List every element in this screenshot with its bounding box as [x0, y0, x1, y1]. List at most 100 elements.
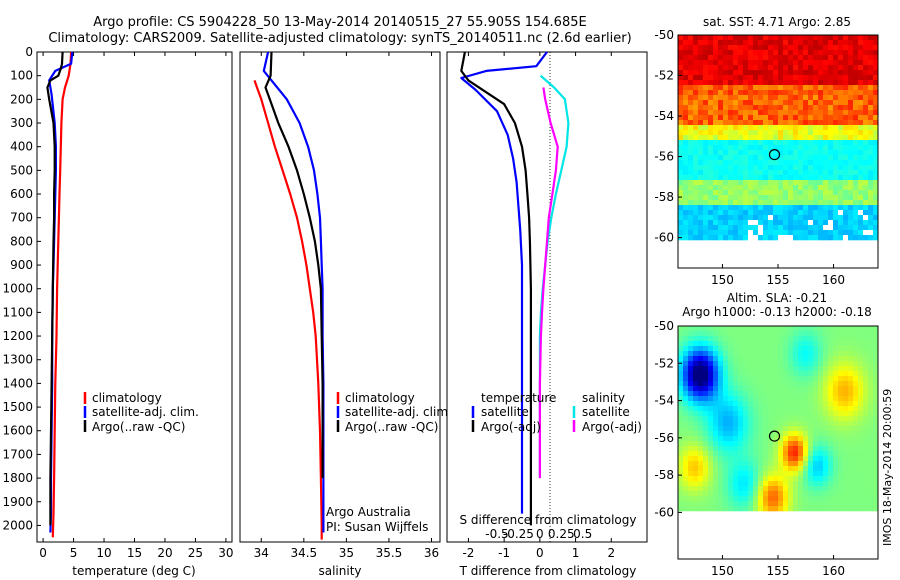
heatmap-cell: [818, 331, 824, 337]
heatmap-cell: [788, 336, 794, 342]
heatmap-cell: [698, 175, 704, 181]
heatmap-cell: [728, 75, 734, 81]
heatmap-cell: [863, 336, 869, 342]
heatmap-cell: [768, 506, 774, 512]
heatmap-cell: [733, 70, 739, 76]
heatmap-cell: [683, 456, 689, 462]
heatmap-cell: [783, 210, 789, 216]
heatmap-cell: [708, 155, 714, 161]
heatmap-cell: [753, 351, 759, 357]
heatmap-cell: [863, 326, 869, 332]
heatmap-cell: [848, 180, 854, 186]
heatmap-cell: [703, 70, 709, 76]
heatmap-cell: [708, 346, 714, 352]
heatmap-cell: [828, 506, 834, 512]
heatmap-cell: [863, 235, 869, 241]
heatmap-cell: [733, 220, 739, 226]
heatmap-cell: [678, 491, 684, 497]
heatmap-cell: [678, 150, 684, 156]
heatmap-cell: [818, 140, 824, 146]
heatmap-cell: [818, 230, 824, 236]
heatmap-cell: [758, 376, 764, 382]
heatmap-cell: [773, 391, 779, 397]
heatmap-cell: [703, 115, 709, 121]
heatmap-cell: [733, 466, 739, 472]
heatmap-cell: [793, 35, 799, 41]
heatmap-cell: [863, 230, 869, 236]
heatmap-cell: [803, 170, 809, 176]
heatmap-cell: [853, 190, 859, 196]
heatmap-cell: [798, 346, 804, 352]
heatmap-cell: [728, 145, 734, 151]
heatmap-cell: [723, 356, 729, 362]
heatmap-cell: [868, 331, 874, 337]
heatmap-cell: [788, 466, 794, 472]
x-tick-label: 35: [339, 546, 354, 560]
heatmap-cell: [788, 125, 794, 131]
heatmap-cell: [858, 421, 864, 427]
heatmap-cell: [858, 175, 864, 181]
heatmap-cell: [848, 441, 854, 447]
heatmap-cell: [848, 190, 854, 196]
heatmap-cell: [808, 436, 814, 442]
heatmap-cell: [823, 371, 829, 377]
heatmap-cell: [758, 461, 764, 467]
heatmap-cell: [863, 205, 869, 211]
heatmap-cell: [783, 40, 789, 46]
heatmap-cell: [743, 140, 749, 146]
heatmap-cell: [733, 180, 739, 186]
heatmap-cell: [713, 185, 719, 191]
heatmap-cell: [758, 486, 764, 492]
heatmap-cell: [703, 446, 709, 452]
heatmap-cell: [718, 411, 724, 417]
heatmap-cell: [728, 235, 734, 241]
heatmap-cell: [693, 486, 699, 492]
heatmap-cell: [808, 55, 814, 61]
heatmap-cell: [848, 346, 854, 352]
heatmap-cell: [723, 55, 729, 61]
heatmap-cell: [713, 220, 719, 226]
heatmap-cell: [768, 466, 774, 472]
heatmap-cell: [838, 35, 844, 41]
x-top-tick-label: -0.5: [485, 527, 508, 541]
heatmap-cell: [708, 356, 714, 362]
heatmap-cell: [693, 165, 699, 171]
heatmap-cell: [743, 466, 749, 472]
heatmap-cell: [823, 361, 829, 367]
heatmap-cell: [788, 451, 794, 457]
heatmap-cell: [708, 200, 714, 206]
heatmap-cell: [748, 215, 754, 221]
heatmap-cell: [753, 160, 759, 166]
heatmap-cell: [868, 195, 874, 201]
heatmap-cell: [803, 431, 809, 437]
heatmap-cell: [803, 50, 809, 56]
heatmap-cell: [723, 80, 729, 86]
heatmap-cell: [843, 50, 849, 56]
heatmap-cell: [798, 60, 804, 66]
heatmap-cell: [858, 476, 864, 482]
heatmap-cell: [793, 451, 799, 457]
heatmap-cell: [798, 431, 804, 437]
heatmap-cell: [823, 331, 829, 337]
heatmap-cell: [693, 336, 699, 342]
heatmap-cell: [823, 406, 829, 412]
heatmap-cell: [798, 406, 804, 412]
heatmap-cell: [743, 180, 749, 186]
heatmap-cell: [808, 376, 814, 382]
heatmap-cell: [708, 436, 714, 442]
heatmap-cell: [833, 496, 839, 502]
heatmap-cell: [868, 230, 874, 236]
heatmap-cell: [833, 421, 839, 427]
heatmap-cell: [703, 496, 709, 502]
heatmap-cell: [803, 55, 809, 61]
heatmap-cell: [783, 481, 789, 487]
heatmap-cell: [758, 426, 764, 432]
heatmap-cell: [848, 486, 854, 492]
heatmap-cell: [848, 175, 854, 181]
heatmap-cell: [818, 115, 824, 121]
heatmap-cell: [688, 70, 694, 76]
heatmap-cell: [693, 175, 699, 181]
heatmap-cell: [778, 451, 784, 457]
heatmap-cell: [863, 481, 869, 487]
heatmap-cell: [828, 165, 834, 171]
